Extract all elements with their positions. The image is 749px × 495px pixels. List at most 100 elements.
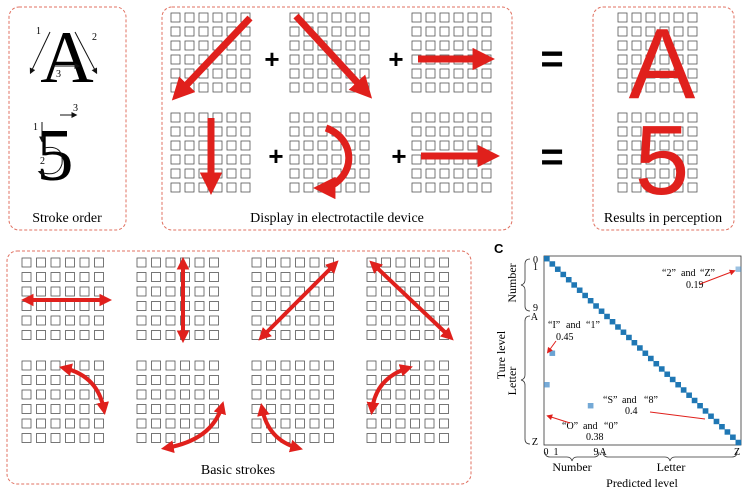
- electrode-square: [439, 315, 449, 326]
- electrode-square: [194, 418, 205, 429]
- electrode-square: [280, 389, 291, 400]
- display-arrow-a2: [293, 13, 373, 99]
- electrode-square: [21, 272, 32, 282]
- y-group-number: Number: [505, 263, 519, 302]
- electrode-square: [453, 40, 464, 51]
- electrode-square: [209, 433, 219, 443]
- electrode-square: [65, 301, 75, 311]
- electrode-square: [331, 40, 342, 51]
- electrode-square: [381, 315, 391, 326]
- electrode-square: [424, 272, 435, 282]
- electrode-square: [410, 272, 420, 282]
- electrode-square: [309, 315, 320, 326]
- electrode-square: [324, 315, 334, 326]
- basic-stroke-curve-3: [257, 402, 303, 453]
- electrode-square: [151, 315, 161, 326]
- electrode-square: [331, 26, 342, 37]
- electrode-square: [170, 26, 181, 37]
- electrode-square: [381, 257, 391, 268]
- electrode-square: [359, 140, 370, 151]
- electrode-square: [395, 315, 406, 326]
- y-bracket-letter: [520, 315, 531, 445]
- electrode-square: [687, 26, 698, 37]
- basic-stroke-curve-1: [59, 363, 109, 416]
- electrode-square: [184, 112, 195, 123]
- electrode-square: [481, 82, 492, 93]
- electrode-square: [226, 140, 237, 151]
- electrode-square: [65, 389, 75, 400]
- cm-diagonal-cell: [604, 313, 610, 320]
- electrode-square: [36, 301, 46, 311]
- electrode-square: [295, 315, 305, 326]
- electrode-square: [194, 389, 205, 400]
- electrode-square: [425, 126, 436, 137]
- electrode-square: [170, 154, 181, 165]
- panel-c-label: c: [494, 241, 504, 256]
- electrode-square: [467, 12, 478, 23]
- electrode-square: [395, 301, 406, 311]
- electrode-square: [36, 330, 46, 340]
- electrode-square: [453, 26, 464, 37]
- cm-diagonal-cell: [702, 408, 709, 414]
- cm-diagonal-cell: [598, 308, 605, 314]
- electrode-square: [251, 330, 262, 340]
- electrode-square: [94, 330, 104, 340]
- electrode-square: [266, 257, 276, 268]
- electrode-square: [198, 40, 209, 51]
- electrode-square: [79, 257, 90, 268]
- y-tick-1: 1: [533, 262, 538, 273]
- electrode-square: [240, 126, 251, 137]
- cm-diagonal-cell: [675, 382, 682, 388]
- electrode-square: [50, 389, 61, 400]
- electrode-square: [645, 12, 656, 23]
- electrode-square: [209, 257, 219, 268]
- electrode-square: [631, 54, 642, 65]
- electrode-square: [439, 82, 450, 93]
- electrode-square: [324, 433, 334, 443]
- electrode-square: [359, 168, 370, 179]
- electrode-square: [659, 12, 670, 23]
- electrode-square: [266, 360, 276, 371]
- electrode-square: [151, 272, 161, 282]
- electrode-square: [303, 40, 314, 51]
- letter-a-stroke-num-3: 3: [56, 69, 61, 80]
- equals-sign-1: =: [540, 37, 563, 81]
- electrode-square: [309, 301, 320, 311]
- cm-diagonal-cell: [691, 397, 698, 404]
- electrode-square: [289, 126, 300, 137]
- cm-diagonal-cell: [615, 324, 621, 330]
- electrode-square: [411, 140, 422, 151]
- electrode-square: [324, 286, 334, 297]
- electrode-square: [50, 286, 61, 297]
- electrode-square: [410, 418, 420, 429]
- electrode-square: [303, 54, 314, 65]
- electrode-square: [395, 389, 406, 400]
- electrode-square: [317, 68, 328, 79]
- electrode-square: [617, 154, 628, 165]
- electrode-square: [467, 112, 478, 123]
- electrode-square: [295, 433, 305, 443]
- electrode-square: [94, 418, 104, 429]
- electrode-square: [659, 126, 670, 137]
- electrode-square: [439, 301, 449, 311]
- electrode-square: [79, 286, 90, 297]
- electrode-square: [317, 26, 328, 37]
- y-group-letter: Letter: [505, 367, 519, 396]
- electrode-square: [673, 126, 684, 137]
- electrode-square: [673, 154, 684, 165]
- electrode-square: [280, 272, 291, 282]
- electrode-square: [266, 375, 276, 385]
- electrode-square: [439, 257, 449, 268]
- x-tick-9: 9: [594, 447, 599, 458]
- electrode-square: [481, 182, 492, 193]
- electrode-square: [50, 418, 61, 429]
- electrode-square: [481, 26, 492, 37]
- electrode-square: [381, 301, 391, 311]
- electrode-square: [439, 272, 449, 282]
- electrode-square: [309, 330, 320, 340]
- electrode-square: [94, 286, 104, 297]
- electrode-square: [687, 12, 698, 23]
- electrode-square: [481, 168, 492, 179]
- electrode-square: [411, 168, 422, 179]
- electrode-square: [36, 389, 46, 400]
